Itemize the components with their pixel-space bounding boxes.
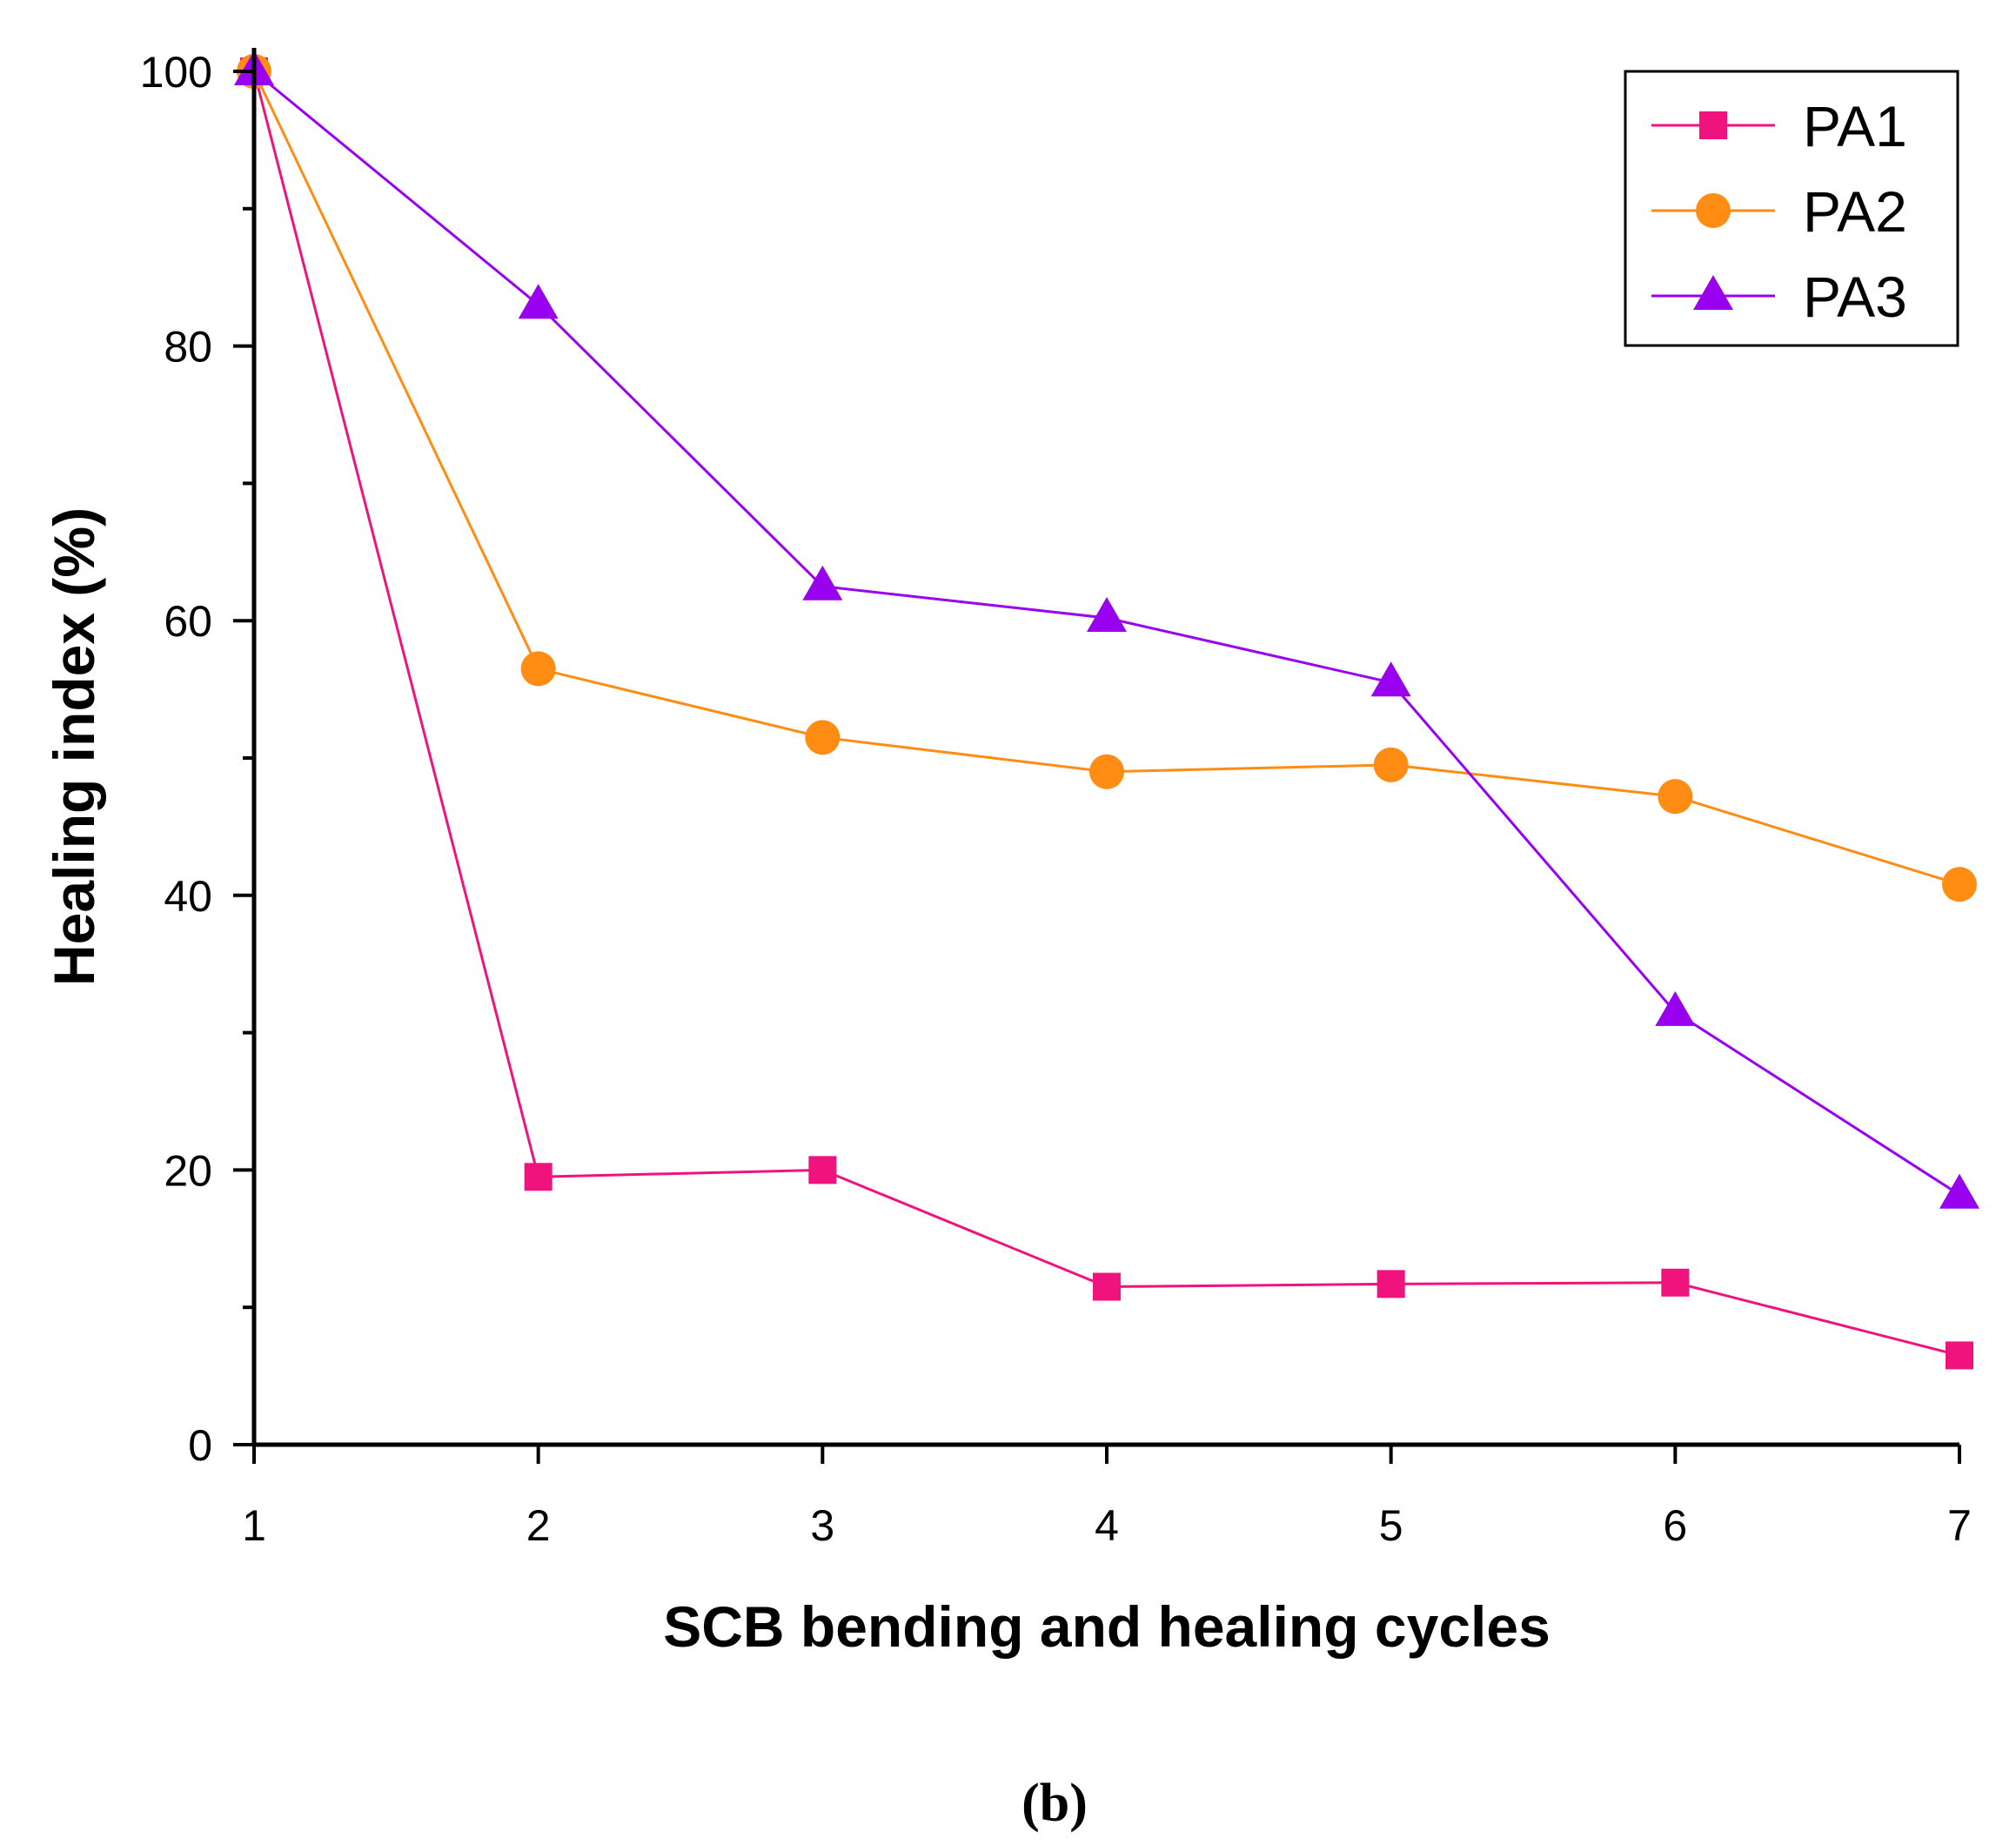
- data-point-pa2: [1089, 754, 1124, 789]
- legend-label: PA3: [1803, 265, 1907, 329]
- legend-label: PA2: [1803, 179, 1907, 244]
- data-point-pa2: [1373, 747, 1409, 782]
- legend: PA1 PA2 PA3: [1624, 70, 1959, 347]
- data-point-pa2: [520, 651, 556, 687]
- data-point-pa1: [1376, 1270, 1405, 1298]
- panel-label: (b): [1021, 1774, 1088, 1833]
- data-point-pa2: [1658, 779, 1693, 815]
- legend-marker: [1693, 275, 1733, 310]
- data-point-pa1: [808, 1156, 837, 1184]
- data-point-pa3: [1939, 1173, 1979, 1209]
- x-tick-label: 2: [526, 1501, 551, 1550]
- data-point-pa1: [1093, 1272, 1121, 1301]
- x-axis-title: SCB bending and healing cycles: [663, 1594, 1551, 1659]
- series-pa3: [234, 50, 1979, 1209]
- ticks-layer: 1 2 3 4 5 6 7 0 20 40 60 80 100: [140, 48, 1972, 1550]
- y-tick-label: 20: [164, 1146, 212, 1195]
- legend-item-pa2: PA2: [1651, 179, 1907, 244]
- y-tick-label: 60: [164, 597, 212, 646]
- x-tick-label: 3: [810, 1501, 834, 1550]
- data-point-pa2: [1942, 867, 1977, 902]
- y-axis-title: Healing index (%): [42, 507, 106, 986]
- y-tick-label: 0: [188, 1421, 212, 1470]
- data-point-pa3: [1655, 990, 1696, 1026]
- y-tick-label: 100: [140, 48, 212, 97]
- legend-item-pa3: PA3: [1651, 265, 1907, 329]
- data-point-pa3: [1087, 597, 1127, 633]
- x-tick-label: 5: [1379, 1501, 1403, 1550]
- legend-item-pa1: PA1: [1651, 94, 1907, 158]
- legend-marker: [1699, 111, 1727, 139]
- legend-marker: [1696, 193, 1731, 228]
- x-tick-label: 4: [1095, 1501, 1119, 1550]
- x-tick-label: 6: [1663, 1501, 1687, 1550]
- data-point-pa3: [1370, 661, 1411, 697]
- x-tick-label: 7: [1947, 1501, 1972, 1550]
- x-tick-label: 1: [242, 1501, 266, 1550]
- legend-box: [1624, 70, 1959, 347]
- data-point-pa1: [1946, 1341, 1973, 1370]
- data-point-pa1: [1661, 1268, 1690, 1297]
- data-point-pa2: [805, 720, 841, 755]
- series-layer: [234, 50, 1979, 1370]
- y-tick-label: 40: [164, 872, 212, 921]
- legend-label: PA1: [1803, 94, 1907, 158]
- data-point-pa3: [518, 284, 559, 319]
- data-point-pa1: [524, 1163, 553, 1191]
- series-pa1: [240, 57, 1973, 1370]
- y-tick-label: 80: [164, 323, 212, 372]
- data-point-pa3: [802, 565, 843, 600]
